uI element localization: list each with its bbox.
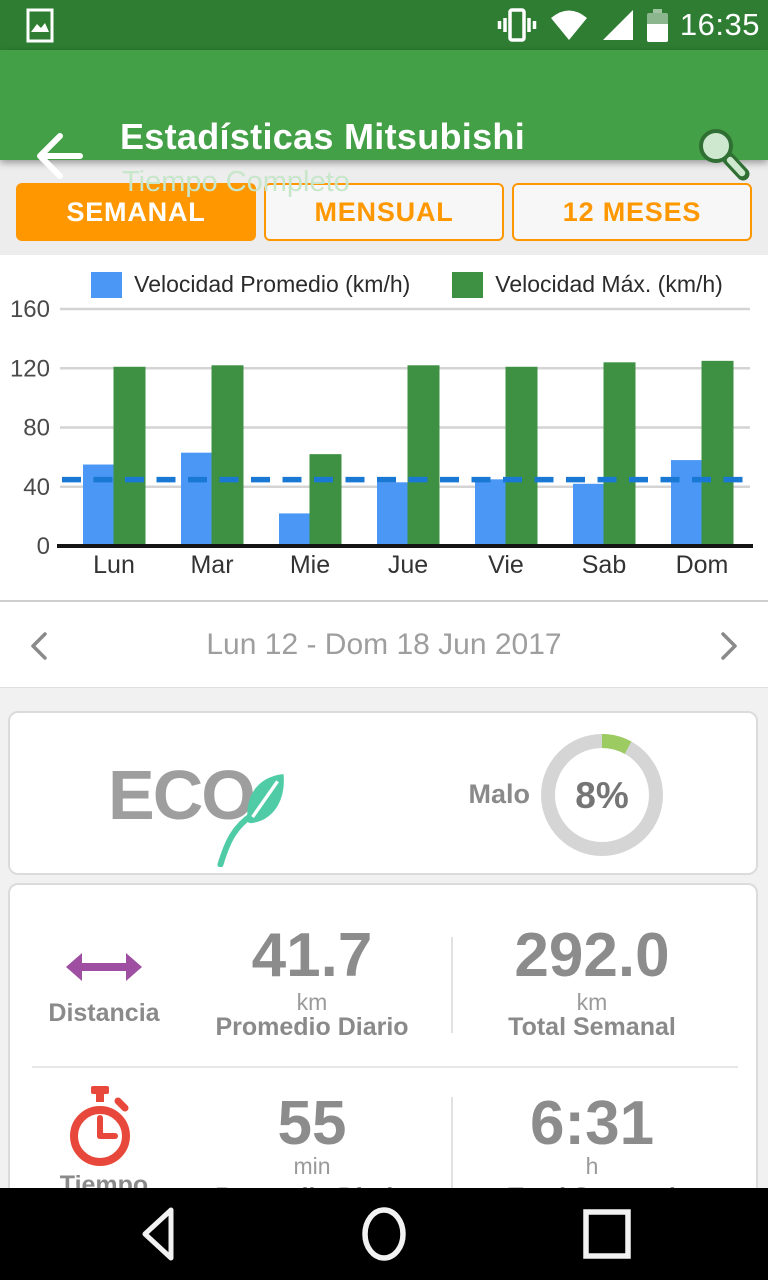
tab-semanal[interactable]: SEMANAL — [16, 183, 256, 241]
legend-item-max: Velocidad Máx. (km/h) — [452, 271, 723, 298]
legend-item-promedio: Velocidad Promedio (km/h) — [91, 271, 410, 298]
nav-back-icon[interactable] — [131, 1202, 195, 1266]
time-weekly-total-unit: h — [585, 1153, 599, 1179]
svg-text:Dom: Dom — [676, 551, 729, 579]
distance-daily-avg-value: 41.7 — [251, 921, 373, 990]
eco-rating-label: Malo — [468, 779, 530, 809]
svg-text:160: 160 — [10, 296, 50, 323]
tab-12-meses[interactable]: 12 MESES — [512, 183, 752, 241]
time-daily-avg-unit: min — [293, 1153, 331, 1179]
distance-row-label: Distancia — [48, 999, 160, 1027]
svg-text:40: 40 — [23, 474, 50, 501]
page-subtitle: Tiempo Completo — [122, 166, 350, 198]
distance-weekly-total-unit: km — [576, 989, 608, 1015]
eco-logo-text: ECO — [108, 756, 256, 834]
wifi-icon — [550, 10, 587, 40]
eco-score-card: ECO Malo 8% — [8, 711, 758, 875]
app-header: Estadísticas Mitsubishi Tiempo Completo — [0, 50, 768, 198]
distance-weekly-total-value: 292.0 — [514, 921, 670, 990]
svg-text:Vie: Vie — [488, 551, 524, 579]
date-range-nav: Lun 12 - Dom 18 Jun 2017 — [0, 600, 768, 688]
speed-chart-panel: 0 40 80 120 160 Lun Mar Mie Jue Vie Sab Dom Velocid… — [0, 255, 768, 600]
screenshot-notification-icon — [26, 8, 54, 43]
svg-text:Jue: Jue — [388, 551, 428, 579]
eco-percent-value: 8% — [575, 775, 629, 816]
svg-text:120: 120 — [10, 355, 50, 382]
eco-donut-chart: 8% — [532, 725, 672, 865]
vibrate-icon — [497, 8, 537, 42]
status-time: 16:35 — [679, 7, 760, 42]
distance-daily-avg-unit: km — [296, 989, 328, 1015]
distance-arrow-icon — [66, 953, 142, 981]
svg-text:Mar: Mar — [190, 551, 233, 579]
legend-label-promedio: Velocidad Promedio (km/h) — [134, 271, 411, 297]
search-icon[interactable] — [690, 122, 752, 184]
speed-bar-chart: 0 40 80 120 160 Lun Mar Mie Jue Vie Sab Dom — [10, 296, 753, 579]
nav-recents-icon[interactable] — [575, 1202, 639, 1266]
column-divider — [451, 1097, 453, 1192]
column-divider — [451, 937, 453, 1033]
period-tab-bar: SEMANAL MENSUAL 12 MESES — [0, 160, 768, 255]
tab-mensual[interactable]: MENSUAL — [264, 183, 504, 241]
svg-text:Mie: Mie — [290, 551, 330, 579]
chart-legend: Velocidad Promedio (km/h) Velocidad Máx.… — [62, 271, 752, 298]
battery-icon — [646, 8, 668, 42]
legend-swatch-green — [452, 271, 484, 298]
date-range-label: Lun 12 - Dom 18 Jun 2017 — [206, 628, 562, 661]
svg-text:Sab: Sab — [582, 551, 626, 579]
back-arrow-icon[interactable] — [30, 128, 86, 184]
distance-weekly-total-caption: Total Semanal — [508, 1013, 676, 1041]
android-nav-bar — [0, 1188, 768, 1280]
legend-swatch-blue — [91, 271, 123, 298]
distance-daily-avg-caption: Promedio Diario — [215, 1013, 409, 1041]
svg-text:Lun: Lun — [93, 551, 135, 579]
time-weekly-total-value: 6:31 — [529, 1089, 655, 1158]
time-daily-avg-value: 55 — [277, 1089, 347, 1158]
cell-signal-icon — [602, 9, 633, 40]
legend-label-max: Velocidad Máx. (km/h) — [495, 271, 723, 297]
status-bar: 16:35 — [0, 0, 768, 50]
next-week-chevron-icon[interactable] — [708, 626, 748, 666]
row-divider — [32, 1066, 738, 1068]
nav-home-icon[interactable] — [352, 1202, 416, 1266]
svg-text:80: 80 — [23, 415, 50, 442]
stopwatch-icon — [70, 1086, 130, 1166]
page-title: Estadísticas Mitsubishi — [120, 116, 526, 157]
previous-week-chevron-icon[interactable] — [20, 626, 60, 666]
svg-text:0: 0 — [37, 533, 50, 560]
leaf-icon — [217, 774, 284, 867]
